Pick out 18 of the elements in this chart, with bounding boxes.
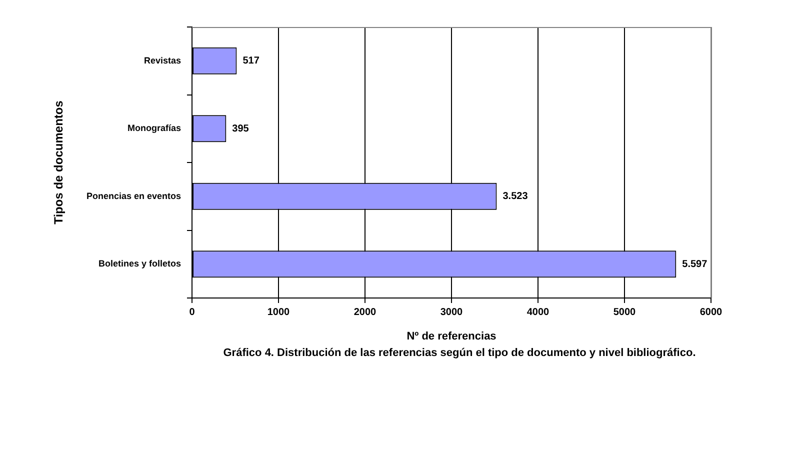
x-tick-label: 1000 (267, 306, 290, 318)
x-tick-label: 4000 (526, 306, 550, 318)
x-tick-label: 5000 (613, 306, 636, 318)
x-tick-label: 2000 (354, 306, 377, 318)
x-tick-label: 6000 (700, 306, 723, 318)
x-axis-title: Nº de referencias (406, 330, 496, 342)
x-tick-label: 0 (189, 306, 196, 318)
data-label: 395 (232, 123, 250, 134)
data-label: 3.523 (502, 191, 528, 202)
y-tick-label: Boletines y folletos (98, 258, 181, 269)
y-tick-label: Ponencias en eventos (86, 190, 181, 201)
data-label: 517 (242, 56, 260, 67)
x-tick-label: 3000 (440, 306, 464, 318)
y-axis-title: Tipos de documentos (52, 100, 66, 224)
y-tick-label: Monografías (127, 123, 181, 134)
y-tick-label: Revistas (144, 55, 181, 66)
data-label: 5.597 (682, 258, 708, 270)
text: Gráfico 4. Distribución de las referencias según el tipo de documento y nivel bibliográfico. (223, 347, 696, 360)
